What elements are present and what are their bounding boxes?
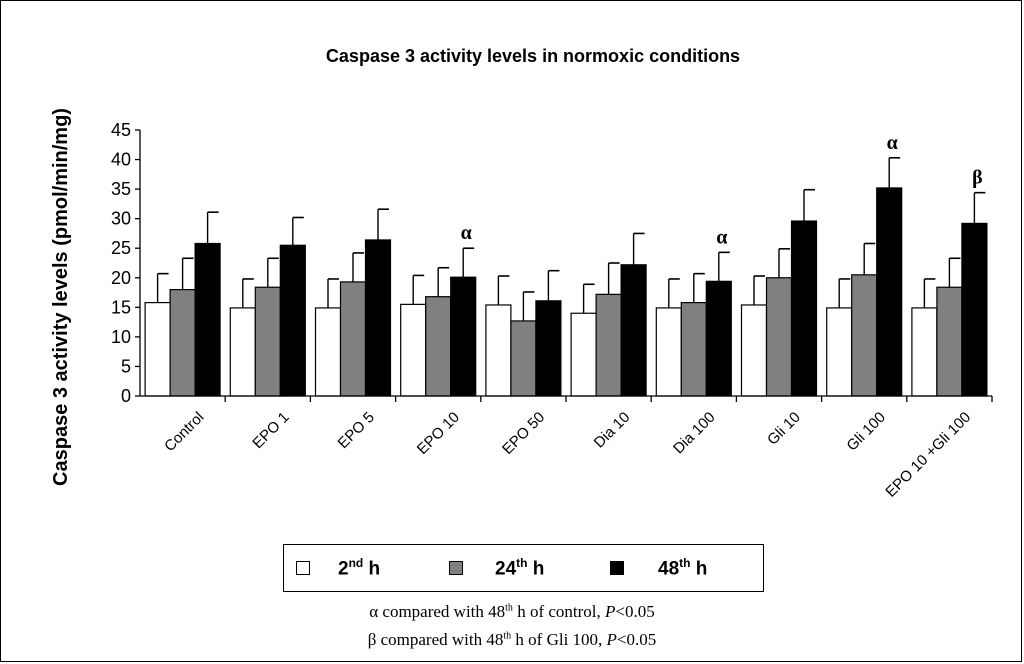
footnote-beta: β compared with 48th h of Gli 100, P<0.0… <box>367 630 657 649</box>
y-tick-label: 20 <box>111 268 131 288</box>
y-tick-label: 5 <box>121 356 131 376</box>
bar-epo-5-2nd-h <box>314 307 342 397</box>
legend-item-2nd-h: 2nd h <box>296 545 380 591</box>
y-tick-label: 45 <box>111 120 131 140</box>
x-tick-label-gli-10: Gli 10 <box>764 409 804 449</box>
x-tick-label-epo-5: EPO 5 <box>335 409 378 452</box>
bar-epo-10-2nd-h <box>400 303 427 397</box>
bar-dia-10-48th-h <box>620 264 647 397</box>
bar-epo-50-48th-h <box>535 300 562 397</box>
bar-gli-100-48th-h <box>876 187 903 397</box>
bar-gli-10-2nd-h <box>740 304 768 397</box>
footnote-alpha: α compared with 48th h of control, P<0.0… <box>369 602 655 621</box>
bar-control-24th-h <box>169 289 196 397</box>
significance-marker-gli-100: α <box>887 132 898 154</box>
x-tick-label-epo-10: EPO 10 <box>414 409 463 458</box>
legend-swatch-white <box>296 561 310 575</box>
x-tick-label-gli-100: Gli 100 <box>843 409 889 455</box>
bar-control-2nd-h <box>144 302 171 397</box>
significance-marker-epo-10: α <box>461 222 472 244</box>
y-tick-label: 25 <box>111 238 131 258</box>
legend-swatch-gray <box>449 561 463 575</box>
legend-label-24th-h: 24th h <box>495 555 545 580</box>
x-tick-label-dia-100: Dia 100 <box>670 409 719 458</box>
y-tick-label: 0 <box>121 386 131 406</box>
significance-marker-dia-100: α <box>716 226 727 248</box>
bar-epo-1-48th-h <box>279 244 306 397</box>
bar-epo-10-48th-h <box>450 276 477 397</box>
y-tick-label: 15 <box>111 297 131 317</box>
legend-label-2nd-h: 2nd h <box>338 555 381 580</box>
x-tick-label-epo-10-gli-100: EPO 10 +Gli 100 <box>882 409 974 501</box>
legend-item-24th-h: 24th h <box>449 545 544 591</box>
legend-item-48th-h: 48th h <box>610 545 707 591</box>
bar-control-48th-h <box>194 242 221 397</box>
x-tick-label-control: Control <box>161 409 207 455</box>
bar-dia-10-2nd-h <box>570 312 597 397</box>
bar-epo-10-gli-100-24th-h <box>936 286 963 397</box>
bar-dia-100-2nd-h <box>655 307 682 397</box>
legend-label-48th-h: 48th h <box>658 555 708 580</box>
bar-epo-1-2nd-h <box>229 307 256 397</box>
bar-dia-100-48th-h <box>705 280 732 397</box>
y-tick-label: 10 <box>111 327 131 347</box>
bar-epo-1-24th-h <box>254 286 281 397</box>
bar-chart: Caspase 3 activity levels in normoxic co… <box>50 46 993 501</box>
y-tick-label: 30 <box>111 209 131 229</box>
bar-gli-100-24th-h <box>851 274 878 397</box>
bar-dia-100-24th-h <box>680 302 707 397</box>
bar-epo-50-24th-h <box>510 320 537 397</box>
bar-epo-50-2nd-h <box>485 304 512 397</box>
bar-gli-100-2nd-h <box>826 307 853 397</box>
y-axis-label: Caspase 3 activity levels (pmol/min/mg) <box>50 108 72 486</box>
bar-gli-10-48th-h <box>790 220 818 397</box>
bar-epo-5-48th-h <box>364 239 392 397</box>
legend: 2nd h 24th h 48th h <box>283 544 764 592</box>
x-tick-label-epo-1: EPO 1 <box>249 409 292 452</box>
bar-epo-10-24th-h <box>425 296 452 397</box>
x-tick-label-dia-10: Dia 10 <box>591 409 634 452</box>
bar-epo-10-gli-100-2nd-h <box>911 307 938 397</box>
y-tick-label: 35 <box>111 179 131 199</box>
y-tick-label: 40 <box>111 150 131 170</box>
bar-epo-5-24th-h <box>339 281 367 397</box>
significance-marker-epo-10-gli-100: β <box>972 167 983 189</box>
bar-dia-10-24th-h <box>595 293 622 397</box>
chart-title: Caspase 3 activity levels in normoxic co… <box>326 46 740 66</box>
x-tick-label-epo-50: EPO 50 <box>499 409 548 458</box>
bar-gli-10-24th-h <box>765 277 793 397</box>
bar-epo-10-gli-100-48th-h <box>961 222 988 397</box>
legend-swatch-black <box>610 561 624 575</box>
